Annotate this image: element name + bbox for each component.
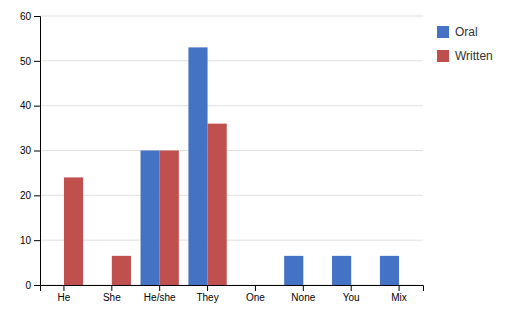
tick-label: 20 xyxy=(20,190,32,201)
tick-mark xyxy=(111,285,112,291)
plot: 0 10 20 30 40 50 60 He She He/she They One None You Mi… xyxy=(20,11,424,303)
tick-label: She xyxy=(103,292,121,303)
x-axis: He She He/she They One None You Mix xyxy=(41,285,424,303)
tick: 10 xyxy=(20,235,40,246)
bar xyxy=(160,151,179,286)
tick-label: 30 xyxy=(20,145,32,156)
grid-line xyxy=(40,150,423,151)
tick-mark xyxy=(159,285,160,291)
grid-line xyxy=(40,240,423,241)
tick-mark xyxy=(34,16,40,17)
tick-mark xyxy=(34,151,40,152)
axis-line xyxy=(34,17,41,286)
bar xyxy=(45,285,64,286)
legend-item: Oral xyxy=(437,25,478,39)
tick-label: 40 xyxy=(20,100,32,111)
tick-label: He/she xyxy=(144,292,176,303)
grid xyxy=(40,16,423,285)
bar xyxy=(284,256,303,285)
tick: Mix xyxy=(391,285,407,303)
tick-mark xyxy=(255,285,256,291)
bar xyxy=(380,256,399,285)
tick-mark xyxy=(63,285,64,291)
tick: He xyxy=(58,285,71,303)
legend-label: Oral xyxy=(455,25,478,39)
bar-series xyxy=(64,124,227,285)
tick: 0 xyxy=(25,280,40,291)
axis-line xyxy=(41,286,424,292)
bar xyxy=(236,285,255,286)
bar xyxy=(332,256,351,285)
tick-label: 50 xyxy=(20,56,32,67)
legend-swatch xyxy=(437,26,449,38)
bar xyxy=(112,256,131,285)
grid-line xyxy=(40,105,423,106)
bar-series xyxy=(141,47,400,285)
tick: You xyxy=(343,285,360,303)
tick-mark xyxy=(351,285,352,291)
legend-item: Written xyxy=(437,49,493,63)
tick-label: They xyxy=(196,292,218,303)
chart: 0 10 20 30 40 50 60 He She He/she They One None You Mi… xyxy=(0,0,513,315)
bars xyxy=(64,47,399,285)
bar xyxy=(303,285,322,286)
tick-label: 0 xyxy=(25,280,31,291)
tick: He/she xyxy=(144,285,176,303)
tick-mark xyxy=(34,106,40,107)
tick-label: He xyxy=(58,292,71,303)
tick: She xyxy=(103,285,121,303)
legend-swatch xyxy=(437,50,449,62)
tick-label: 60 xyxy=(20,11,32,22)
grid-line xyxy=(40,195,423,196)
bar xyxy=(141,151,160,286)
tick: 60 xyxy=(20,11,40,22)
tick-mark xyxy=(207,285,208,291)
tick-mark xyxy=(34,195,40,196)
grid-line xyxy=(40,16,423,17)
bar xyxy=(93,285,112,286)
bar xyxy=(351,285,370,286)
tick-label: 10 xyxy=(20,235,32,246)
bar xyxy=(399,285,418,286)
tick-label: Mix xyxy=(391,292,407,303)
legend: Oral Written xyxy=(437,25,493,63)
legend-label: Written xyxy=(455,49,493,63)
tick: 30 xyxy=(20,145,40,156)
y-axis: 0 10 20 30 40 50 60 xyxy=(20,11,41,291)
tick: They xyxy=(196,285,218,303)
tick-mark xyxy=(399,285,400,291)
bar xyxy=(208,124,227,285)
bar xyxy=(64,177,83,285)
tick-mark xyxy=(34,240,40,241)
tick-label: None xyxy=(291,292,315,303)
tick-label: One xyxy=(246,292,265,303)
bar xyxy=(188,47,207,285)
tick-mark xyxy=(34,285,40,286)
bar xyxy=(255,285,274,286)
tick: 50 xyxy=(20,56,40,67)
tick-mark xyxy=(34,61,40,62)
tick-label: You xyxy=(343,292,360,303)
tick-mark xyxy=(303,285,304,291)
tick: 20 xyxy=(20,190,40,201)
tick: None xyxy=(291,285,315,303)
grid-line xyxy=(40,60,423,61)
tick: 40 xyxy=(20,100,40,111)
tick: One xyxy=(246,285,265,303)
